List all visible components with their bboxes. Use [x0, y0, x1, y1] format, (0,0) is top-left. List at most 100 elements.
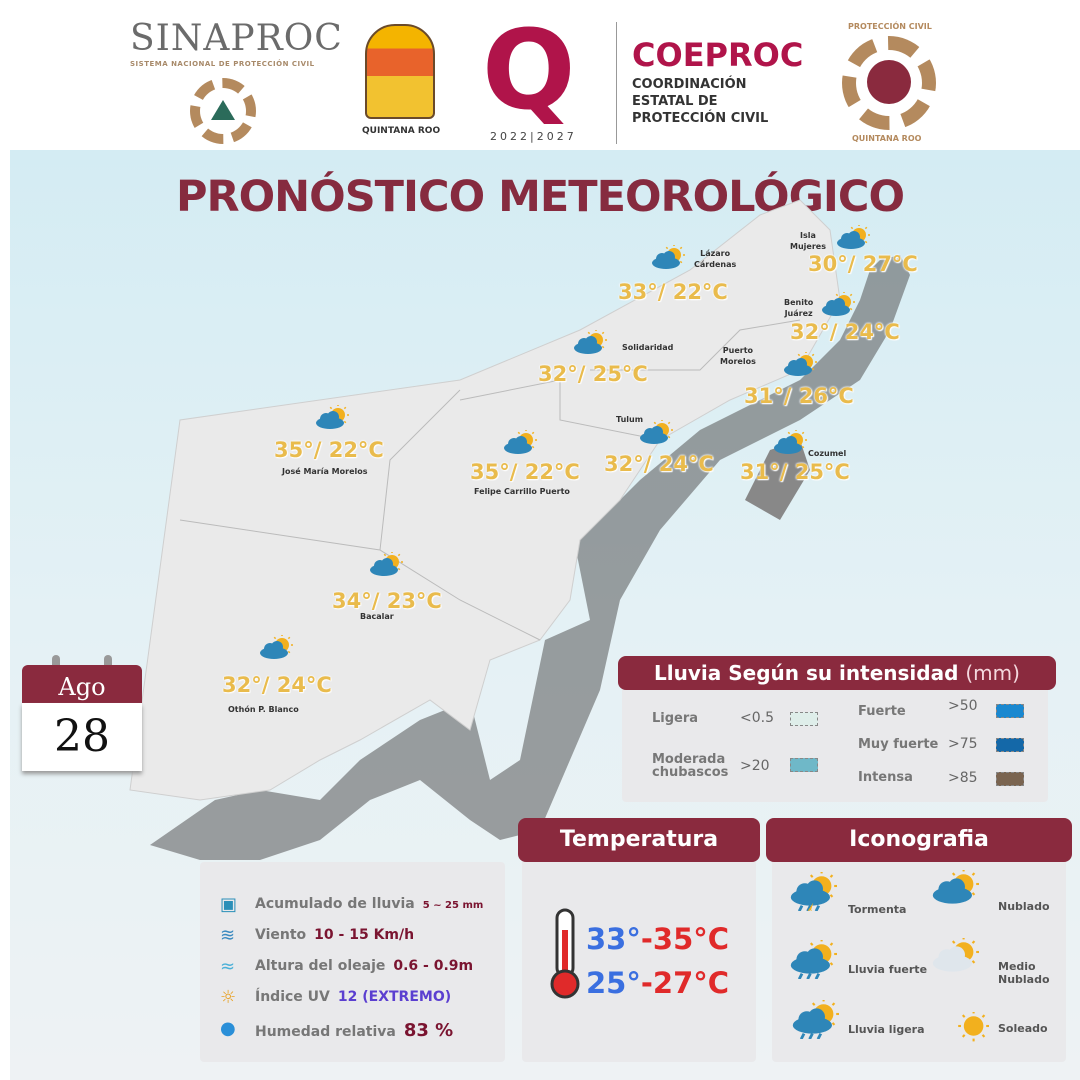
sinaproc-seal-icon [190, 78, 256, 144]
pc-top-label: PROTECCIÓN CIVIL [848, 22, 932, 31]
rain-legend-title: Lluvia Según su intensidad (mm) [618, 656, 1056, 690]
calendar-day: 28 [22, 703, 142, 771]
max-temperature-range: 33°-35°C [586, 922, 730, 956]
iconography-label: Medio Nublado [998, 960, 1050, 986]
proteccion-civil-seal-icon [842, 36, 936, 130]
iconography-label: Tormenta [848, 903, 907, 916]
city-name: Cozumel [808, 449, 847, 458]
city-name: Tulum [616, 415, 644, 424]
min-temperature-range: 25°-27°C [586, 966, 730, 1000]
divider [616, 22, 617, 144]
partly-cloudy-icon [835, 224, 871, 257]
rain-level-label: Intensa [858, 770, 913, 785]
city-temperature: 32°/ 25°C [538, 362, 648, 386]
rain-gauge-icon: ▣ [220, 894, 238, 915]
city-temperature: 30°/ 27°C [808, 252, 918, 276]
rain-level-label: Ligera [652, 711, 699, 726]
city-name: Bacalar [360, 612, 394, 621]
city-temperature: 34°/ 23°C [332, 589, 442, 613]
partly-cloudy-icon [502, 429, 538, 462]
partly-cloudy-icon [572, 329, 608, 362]
partly-cloudy-icon [820, 291, 856, 324]
condition-label: Humedad relativa [255, 1024, 396, 1040]
partly-cloudy-icon [782, 351, 818, 384]
quintana-roo-label: QUINTANA ROO [362, 126, 441, 136]
condition-label: Índice UV [255, 989, 330, 1005]
city-temperature: 33°/ 22°C [618, 280, 728, 304]
map-shadow [150, 255, 910, 860]
cloudy-icon [930, 868, 980, 913]
sinaproc-logo-text: SINAPROC [130, 18, 343, 59]
iconography-label: Lluvia ligera [848, 1023, 925, 1036]
map-land [129, 199, 841, 801]
rain-level-value: >50 [948, 698, 978, 714]
partly-cloudy-icon [650, 244, 686, 277]
city-temperature: 31°/ 26°C [744, 384, 854, 408]
city-temperature: 35°/ 22°C [274, 438, 384, 462]
max-temp-high: 35°C [652, 922, 730, 956]
rain-level-value: <0.5 [740, 710, 774, 726]
partly-cloudy-icon [368, 551, 404, 584]
rain-level-value: >85 [948, 770, 978, 786]
partly-cloudy-icon [772, 429, 808, 462]
condition-value: 12 (EXTREMO) [337, 989, 452, 1005]
wind-icon: ≋ [220, 925, 236, 946]
partly-cloudy-icon [930, 936, 980, 981]
rain-legend-unit: (mm) [965, 661, 1020, 685]
temperature-title: Temperatura [518, 818, 760, 862]
heavy-rain-icon [788, 938, 838, 983]
condition-value: 10 - 15 Km/h [314, 927, 415, 943]
storm-icon [788, 870, 838, 917]
coeproc-logo-text: COEPROC [632, 36, 804, 74]
rain-legend-title-text: Lluvia Según su intensidad [654, 661, 959, 685]
iconography-label: Lluvia fuerte [848, 963, 928, 976]
condition-label: Altura del oleaje [255, 958, 386, 974]
water-drop-icon: ● [220, 1018, 236, 1039]
uv-icon: ☼ [220, 987, 237, 1008]
gov-years: 2022|2027 [490, 130, 577, 143]
condition-row: Acumulado de lluvia 5 ~ 25 mm [255, 896, 483, 912]
city-name: Isla Mujeres [790, 231, 826, 251]
partly-cloudy-icon [638, 419, 674, 452]
light-rain-icon [790, 998, 840, 1043]
city-temperature: 32°/ 24°C [604, 452, 714, 476]
partly-cloudy-icon [258, 634, 294, 667]
sunny-icon [940, 1010, 990, 1055]
waves-icon: ≈ [220, 956, 236, 977]
city-name: Felipe Carrillo Puerto [474, 487, 570, 496]
condition-label: Acumulado de lluvia [255, 896, 415, 912]
iconography-title: Iconografia [766, 818, 1072, 862]
municipal-borders [179, 519, 541, 641]
sinaproc-subtitle: SISTEMA NACIONAL DE PROTECCIÓN CIVIL [130, 60, 315, 68]
date-calendar: Ago 28 [22, 655, 142, 773]
rain-level-swatch [996, 772, 1024, 786]
city-name: José María Morelos [282, 467, 368, 476]
rain-level-label: Fuerte [858, 704, 906, 719]
rain-level-swatch [996, 738, 1024, 752]
partly-cloudy-icon [314, 404, 350, 437]
max-temp-low: 33° [586, 922, 641, 956]
coeproc-subtitle: COORDINACIÓN ESTATAL DE PROTECCIÓN CIVIL [632, 77, 769, 126]
min-temp-low: 25° [586, 966, 641, 1000]
city-name: Puerto Morelos [720, 346, 756, 366]
quintana-roo-shield-icon [365, 24, 435, 119]
thermometer-icon [550, 908, 580, 999]
city-name: Othón P. Blanco [228, 705, 299, 714]
rain-level-swatch [790, 758, 818, 772]
city-temperature: 32°/ 24°C [222, 673, 332, 697]
condition-row: Índice UV 12 (EXTREMO) [255, 989, 451, 1005]
rain-level-swatch [790, 712, 818, 726]
city-temperature: 35°/ 22°C [470, 460, 580, 484]
rain-level-label: Muy fuerte [858, 737, 939, 752]
condition-value: 0.6 - 0.9m [393, 958, 474, 974]
condition-row: Altura del oleaje 0.6 - 0.9m [255, 958, 473, 974]
condition-label: Viento [255, 927, 307, 943]
condition-row: Viento 10 - 15 Km/h [255, 927, 414, 943]
rain-level-label: Moderada chubascos [652, 752, 729, 780]
rain-level-swatch [996, 704, 1024, 718]
city-name: Benito Juárez [784, 298, 814, 318]
rain-level-value: >75 [948, 736, 978, 752]
rain-level-value: >20 [740, 758, 770, 774]
iconography-label: Soleado [998, 1022, 1048, 1035]
